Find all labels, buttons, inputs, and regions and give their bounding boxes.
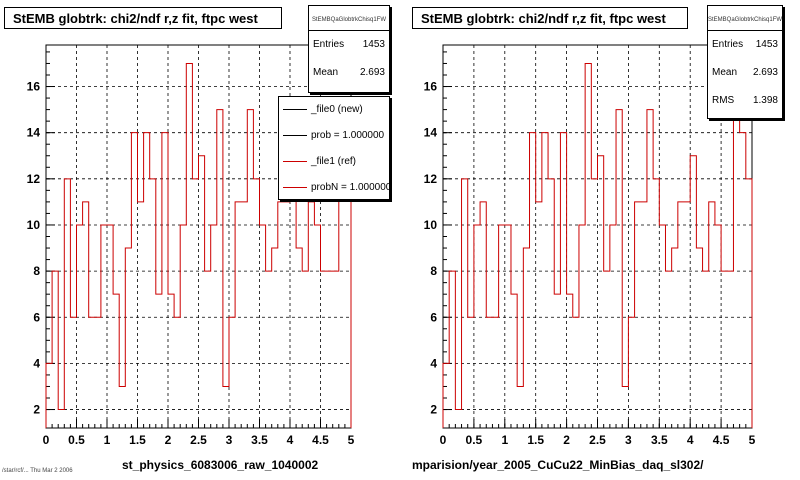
legend-label-file0: _file0 (new) [311,104,363,115]
right-rms-value: 1.398 [752,95,778,106]
left-x-tick-label: 4 [287,433,294,447]
left-x-tick-label: 3 [226,433,233,447]
left-y-tick-label: 6 [33,310,40,324]
left-x-tick-label: 2.5 [190,433,207,447]
left-y-tick-label: 12 [27,172,41,186]
right-mean-label: Mean [712,67,738,78]
right-y-tick-label: 16 [424,80,438,94]
left-stats-title: StEMBQaGlobtrkChisq1FW [309,6,389,31]
right-chart-title: StEMB globtrk: chi2/ndf r,z fit, ftpc we… [412,7,688,29]
left-x-tick-label: 4.5 [312,433,329,447]
right-plot: 0 0.5 1 1.5 2 2.5 3 3.5 4 4.5 5 2 4 6 8 10 12 14 16 [424,44,756,447]
right-x-tick-label: 1.5 [527,433,544,447]
right-x-tick-label: 3 [625,433,632,447]
legend-label-probn: probN = 1.000000 [311,182,389,193]
legend-label-file1: _file1 (ref) [311,156,357,167]
left-entries-label: Entries [313,39,345,50]
left-y-tick-label: 16 [27,80,41,94]
right-x-tick-label: 3.5 [651,433,668,447]
left-chart-title: StEMB globtrk: chi2/ndf r,z fit, ftpc we… [4,7,282,29]
left-stats-box: StEMBQaGlobtrkChisq1FW Entries 1453 Mean 2… [308,5,390,93]
left-mean-value: 2.693 [359,67,385,78]
right-x-tick-label: 5 [749,433,756,447]
left-y-tick-label: 4 [33,356,40,370]
legend-entry-prob: prob = 1.000000 [279,123,389,149]
left-x-tick-label: 1.5 [129,433,146,447]
legend-entry-probn: probN = 1.000000 [279,175,389,201]
left-mean-label: Mean [313,67,339,78]
left-y-tick-label: 8 [33,264,40,278]
right-stats-box: StEMBQaGlobtrkChisq1FW Entries 1453 Mean 2… [707,5,783,119]
left-x-axis-title: st_physics_6083006_raw_1040002 [122,458,319,472]
right-y-tick-label: 8 [430,264,437,278]
right-x-tick-label: 4 [687,433,694,447]
left-x-tick-label: 5 [348,433,355,447]
right-entries-label: Entries [712,39,744,50]
left-y-tick-label: 10 [27,218,41,232]
right-x-tick-label: 0.5 [466,433,483,447]
left-x-tick-label: 0 [43,433,50,447]
right-x-tick-label: 4.5 [713,433,730,447]
left-y-tick-label: 14 [27,126,41,140]
right-y-tick-label: 4 [430,356,437,370]
left-legend: _file0 (new) prob = 1.000000 _file1 (ref… [278,96,390,200]
right-x-tick-label: 0 [440,433,447,447]
right-y-tick-label: 14 [424,126,438,140]
right-y-tick-label: 2 [430,403,437,417]
right-x-tick-label: 2.5 [589,433,606,447]
left-entries-value: 1453 [362,39,385,50]
right-entries-value: 1453 [755,39,778,50]
right-histogram-series-0 [442,62,753,428]
right-y-tick-label: 6 [430,310,437,324]
right-rms-label: RMS [712,95,735,106]
right-x-tick-label: 1 [501,433,508,447]
left-x-tick-label: 3.5 [251,433,268,447]
right-y-tick-label: 10 [424,218,438,232]
right-x-tick-label: 2 [563,433,570,447]
left-y-tick-label: 2 [33,403,40,417]
footnote: /star/rcf/... Thu Mar 2 2006 [2,468,73,474]
left-x-tick-label: 1 [104,433,111,447]
legend-label-prob: prob = 1.000000 [311,130,385,141]
left-x-tick-label: 0.5 [68,433,85,447]
legend-entry-file1: _file1 (ref) [279,149,389,175]
legend-entry-file0: _file0 (new) [279,97,389,123]
right-x-axis-title: mparision/year_2005_CuCu22_MinBias_daq_s… [412,458,704,472]
left-x-tick-label: 2 [165,433,172,447]
right-y-tick-label: 12 [424,172,438,186]
right-stats-title: StEMBQaGlobtrkChisq1FW [708,6,782,31]
right-mean-value: 2.693 [752,67,778,78]
